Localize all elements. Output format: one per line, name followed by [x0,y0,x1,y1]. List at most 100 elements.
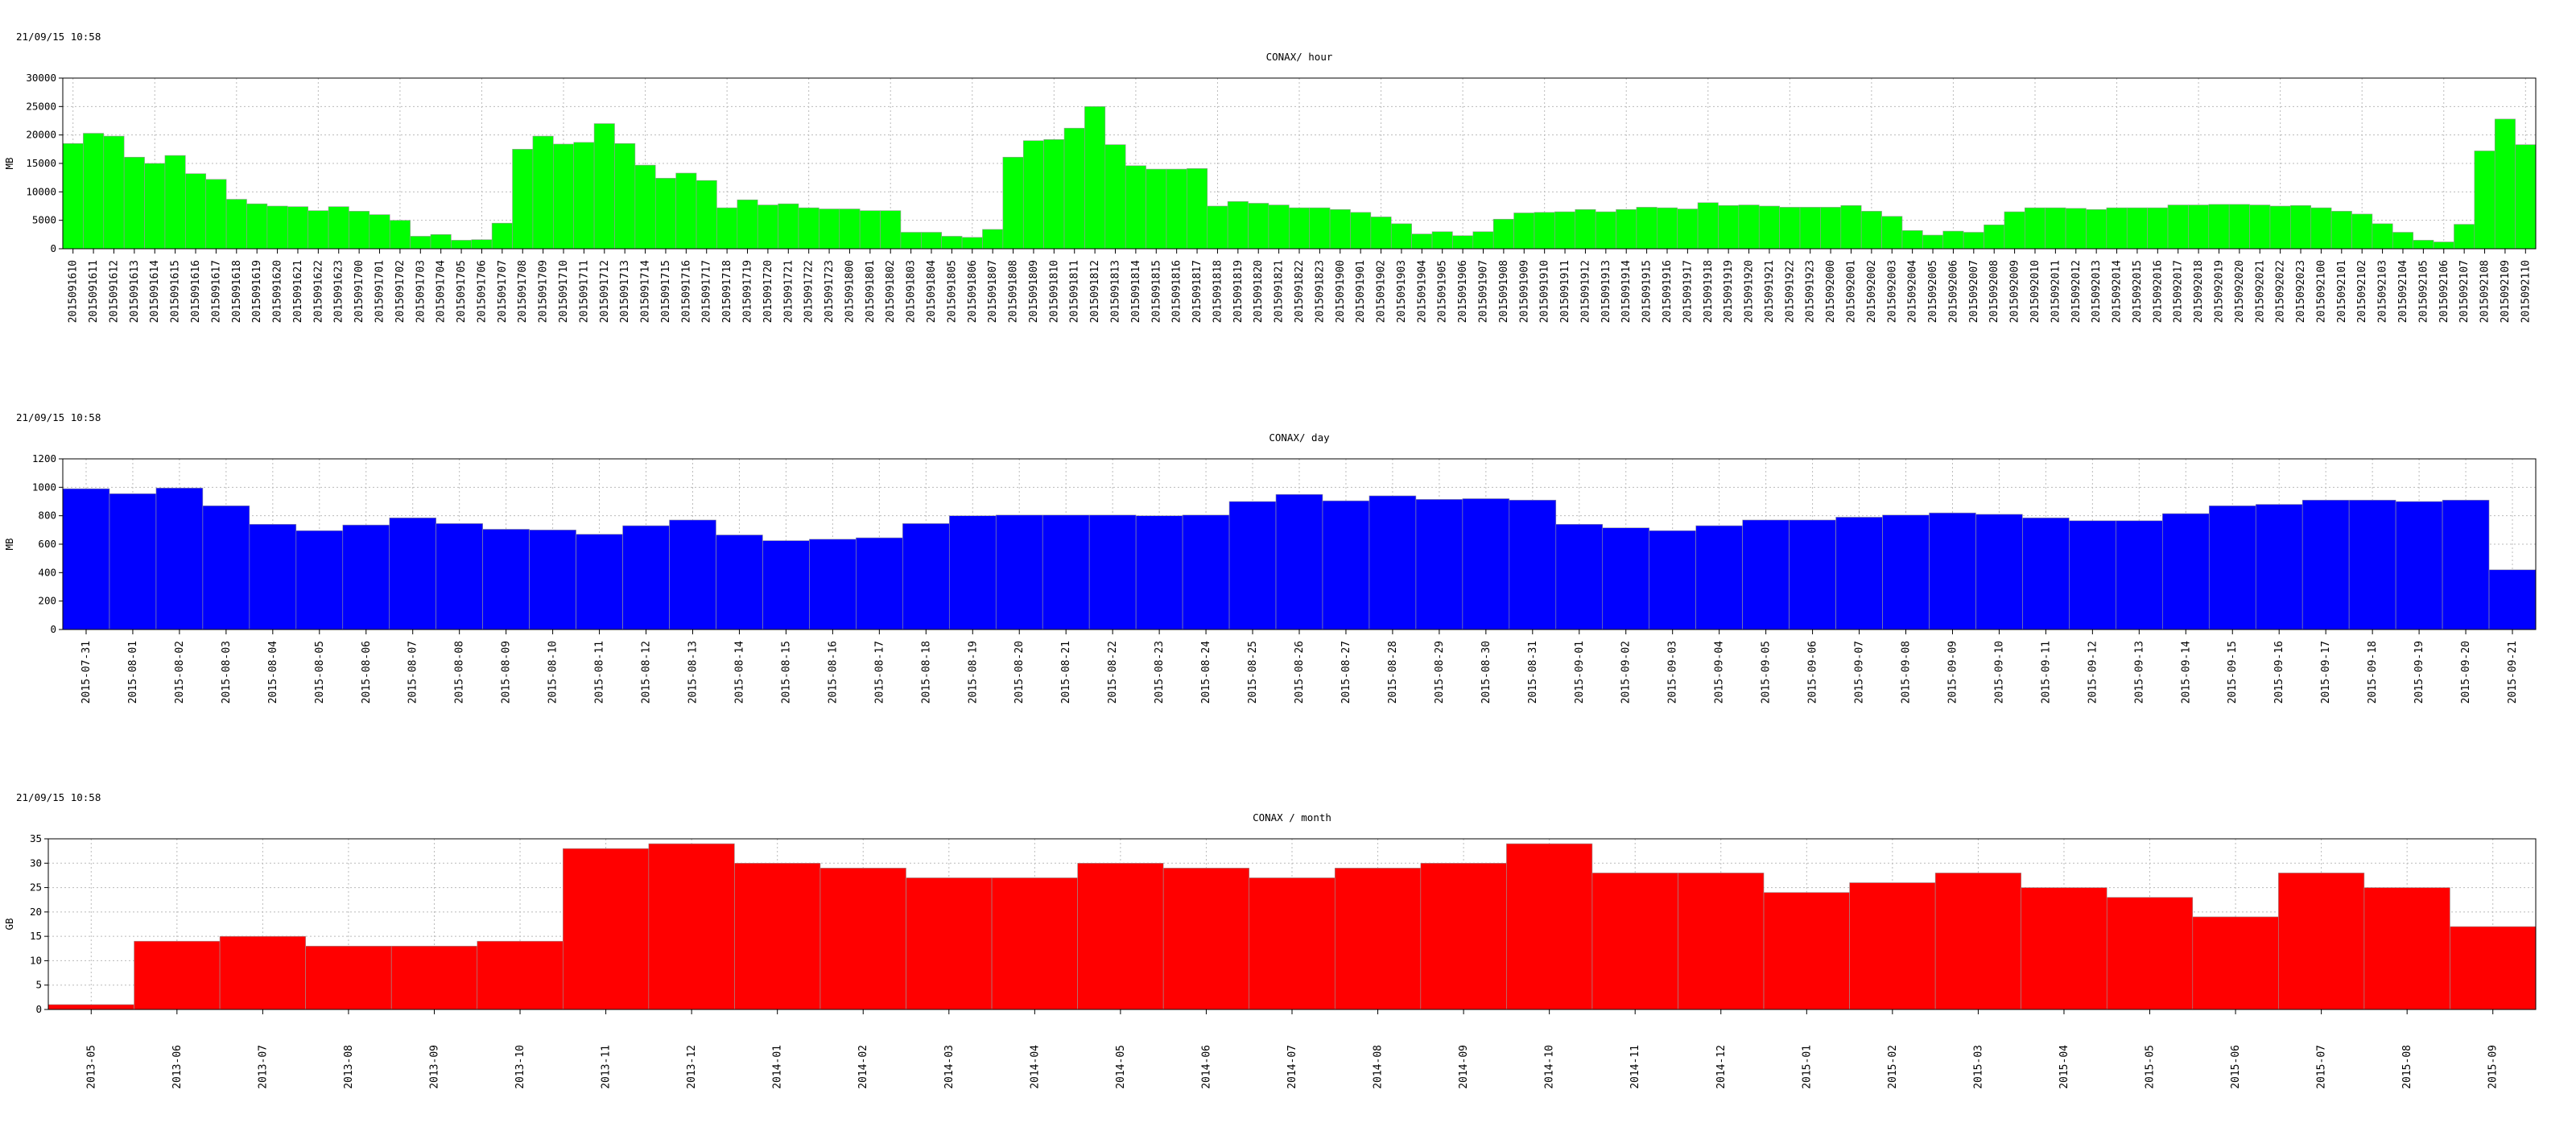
x-tick-label: 2015091905 [1437,260,1449,323]
x-tick-label: 2015-08-21 [1060,641,1072,704]
y-tick-label: 0 [50,623,56,635]
x-tick-label: 2015092020 [2234,260,2246,323]
x-tick-label: 2015091914 [1620,260,1633,323]
y-tick-label: 400 [38,566,56,578]
x-tick-label: 2015-08-27 [1340,641,1352,704]
bar [2106,207,2128,250]
x-tick-label: 2014-02 [857,1045,869,1089]
x-tick-label: 2015-08-12 [641,641,653,704]
x-tick-label: 2015092004 [1907,260,1919,323]
x-tick-label: 2015091820 [1253,260,1265,323]
x-tick-label: 2015091610 [68,260,80,323]
x-tick-label: 2015091707 [497,260,509,323]
bar [1063,127,1085,250]
x-tick-label: 2015091711 [578,260,590,323]
x-tick-label: 2015091907 [1477,260,1489,323]
y-tick-label: 0 [50,242,56,254]
bar [941,236,963,250]
bar [164,155,186,250]
x-tick-label: 2015091819 [1232,260,1245,323]
x-tick-label: 2015091618 [231,260,243,323]
x-tick-label: 2015091622 [312,260,324,323]
y-tick-label: 20000 [26,129,56,141]
bar [2162,513,2210,630]
x-tick-label: 2015091812 [1089,260,1101,323]
bar [1984,225,2005,250]
x-tick-label: 2015091901 [1355,260,1367,323]
bar [2450,926,2537,1010]
bar [1228,501,1277,630]
bar [1882,514,1930,630]
x-tick-label: 2015-09-17 [2320,641,2332,704]
bar [1595,211,1616,250]
x-tick-label: 2015091619 [251,260,263,323]
x-tick-label: 2015092108 [2479,260,2491,323]
x-tick-label: 2014-03 [943,1045,956,1089]
bar [1901,230,1923,250]
bar [477,940,564,1010]
x-tick-label: 2015092106 [2438,260,2450,323]
y-tick-label: 35 [30,832,42,844]
x-tick-label: 2015091909 [1518,260,1530,323]
bar [287,206,308,250]
bar [1697,202,1719,250]
x-tick-label: 2015091805 [946,260,958,323]
x-tick-label: 2015092107 [2458,260,2471,323]
bar [1350,212,1372,250]
x-tick-label: 2015091718 [721,260,733,323]
bar [2351,213,2373,250]
bar [2024,207,2046,250]
bar [1368,495,1417,630]
x-tick-label: 2014-12 [1715,1045,1728,1089]
x-tick-label: 2015091916 [1662,260,1674,323]
bar [757,204,778,250]
x-tick-label: 2015-02 [1887,1045,1899,1089]
chart-title: CONAX/ day [1269,431,1330,444]
bar [2147,207,2169,250]
x-tick-label: 2015092103 [2377,260,2389,323]
bar [1322,500,1370,630]
x-tick-label: 2015-09-13 [2133,641,2145,704]
bar [1742,519,1790,630]
bar [1860,211,1882,250]
x-tick-label: 2015091922 [1784,260,1796,323]
bar [948,515,997,630]
bar [634,164,656,250]
bar [1929,512,1976,630]
bar [1799,207,1821,250]
bar [2045,207,2066,250]
x-tick-label: 2015091723 [824,260,836,323]
bar [2372,223,2393,250]
x-tick-label: 2015-05 [2145,1045,2157,1089]
x-tick-label: 2015-08-01 [127,641,139,704]
bar [342,524,390,630]
bar [1678,873,1765,1010]
bar [762,540,810,630]
bar [144,163,166,250]
bar [1922,234,1944,250]
x-tick-label: 2015091717 [701,260,713,323]
bar [2494,118,2516,250]
bar [1506,843,1593,1010]
x-tick-label: 2015091804 [926,260,938,323]
x-tick-label: 2015-09-01 [1574,641,1586,704]
bar [1840,204,1862,250]
bar [563,848,650,1010]
bar [1452,235,1474,250]
bar [1431,231,1453,250]
x-tick-label: 2015091715 [660,260,672,323]
bar [1649,530,1696,630]
x-tick-label: 2014-10 [1544,1045,1556,1089]
bar [1513,213,1535,250]
x-tick-label: 2015091904 [1416,260,1428,323]
bar [1002,156,1024,250]
bar [389,518,436,630]
bar [1575,208,1596,250]
bar [2330,211,2352,250]
bar [2515,144,2537,250]
bar [2126,207,2148,250]
x-tick-label: 2015091923 [1805,260,1817,323]
bar [1849,882,1936,1010]
y-tick-label: 15000 [26,157,56,169]
bar [778,203,799,250]
